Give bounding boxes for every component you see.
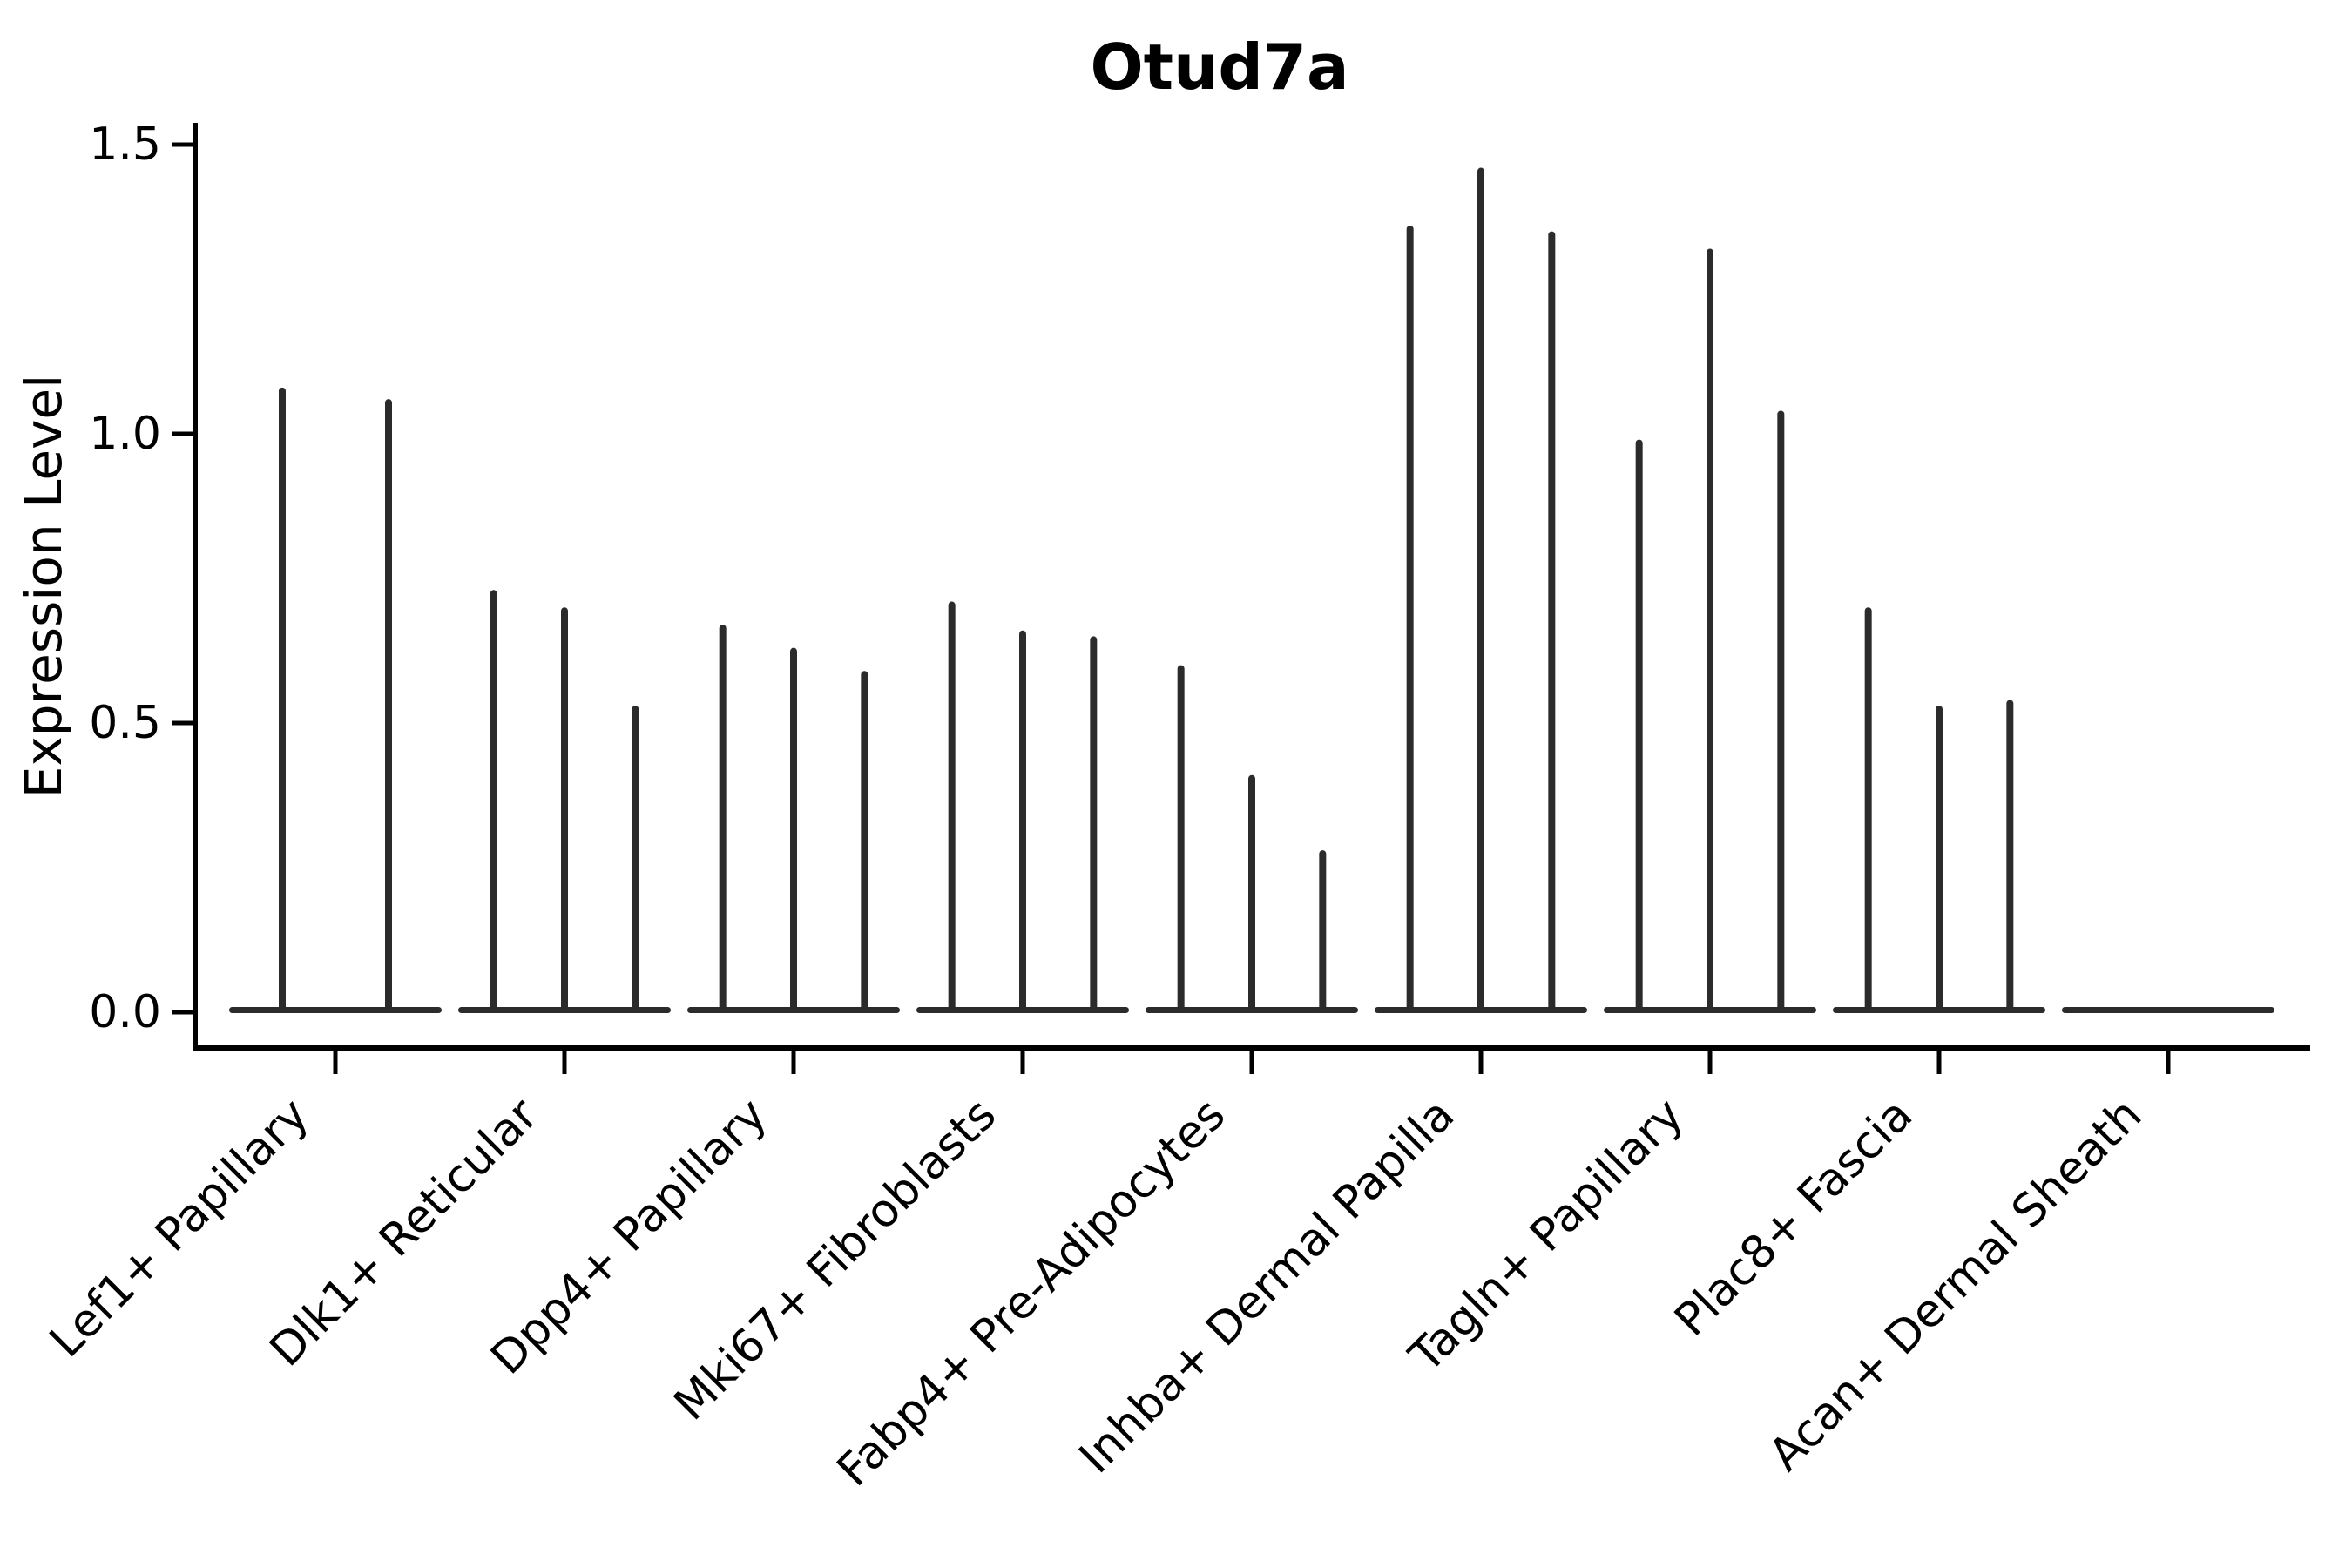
y-tick-label: 1.5 [89, 118, 161, 171]
x-tick [1020, 1051, 1025, 1074]
x-tick [791, 1051, 796, 1074]
y-tick-label: 1.0 [89, 408, 161, 460]
x-tick [1249, 1051, 1254, 1074]
y-axis-spine [193, 123, 198, 1051]
y-tick-label: 0.5 [89, 697, 161, 749]
y-tick [172, 720, 193, 726]
x-tick-label: Acan+ Dermal Sheath [1760, 1089, 2153, 1482]
y-axis-label: Expression Level [14, 375, 73, 798]
y-tick [172, 142, 193, 147]
chart-title: Otud7a [1090, 30, 1348, 104]
x-tick-label: Inhba+ Dermal Papilla [1070, 1089, 1464, 1484]
x-tick [1936, 1051, 1942, 1074]
x-tick [562, 1051, 567, 1074]
x-tick [1707, 1051, 1713, 1074]
violin-base [2062, 1007, 2274, 1013]
y-tick [172, 431, 193, 436]
x-tick [333, 1051, 338, 1074]
x-tick [2166, 1051, 2171, 1074]
x-tick-label: Fabp4+ Pre-Adipocytes [828, 1089, 1235, 1497]
x-tick-label: Plac8+ Fascia [1665, 1089, 1923, 1347]
x-tick [1478, 1051, 1484, 1074]
violin-base [229, 1007, 442, 1013]
y-tick-label: 0.0 [89, 986, 161, 1038]
y-tick [172, 1010, 193, 1015]
x-axis-spine [193, 1045, 2310, 1051]
